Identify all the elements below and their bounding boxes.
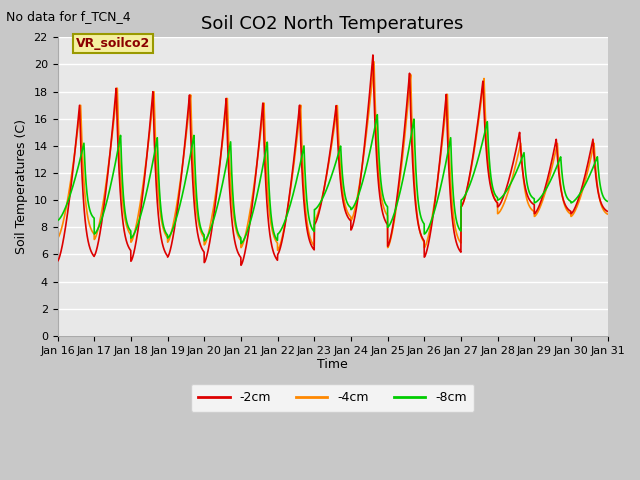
-4cm	[604, 211, 611, 217]
Legend: -2cm, -4cm, -8cm: -2cm, -4cm, -8cm	[191, 384, 474, 412]
-4cm	[506, 184, 513, 190]
-8cm	[412, 154, 419, 159]
-2cm	[506, 174, 513, 180]
-4cm	[370, 59, 378, 65]
-8cm	[237, 240, 244, 246]
-8cm	[264, 151, 271, 157]
-2cm	[412, 198, 419, 204]
Line: -8cm: -8cm	[58, 115, 607, 243]
Y-axis label: Soil Temperatures (C): Soil Temperatures (C)	[15, 119, 28, 254]
-8cm	[506, 182, 513, 188]
-2cm	[54, 258, 61, 264]
-2cm	[464, 181, 472, 187]
-2cm	[369, 52, 377, 58]
-4cm	[412, 191, 419, 197]
-2cm	[154, 200, 161, 206]
-2cm	[264, 210, 271, 216]
Title: Soil CO2 North Temperatures: Soil CO2 North Temperatures	[202, 15, 464, 33]
-2cm	[604, 208, 611, 214]
-2cm	[237, 263, 244, 268]
-4cm	[264, 187, 271, 192]
-4cm	[154, 177, 161, 182]
-2cm	[383, 222, 391, 228]
-4cm	[54, 235, 61, 241]
-4cm	[383, 213, 391, 218]
-8cm	[374, 112, 381, 118]
Text: No data for f_TCN_4: No data for f_TCN_4	[6, 10, 131, 23]
-8cm	[383, 204, 391, 209]
Text: VR_soilco2: VR_soilco2	[76, 37, 150, 50]
-4cm	[464, 182, 472, 188]
-8cm	[54, 217, 61, 223]
X-axis label: Time: Time	[317, 358, 348, 372]
Line: -2cm: -2cm	[58, 55, 607, 265]
Line: -4cm: -4cm	[58, 62, 607, 251]
-4cm	[274, 248, 282, 253]
-8cm	[464, 187, 472, 192]
-8cm	[604, 198, 611, 204]
-8cm	[154, 138, 161, 144]
